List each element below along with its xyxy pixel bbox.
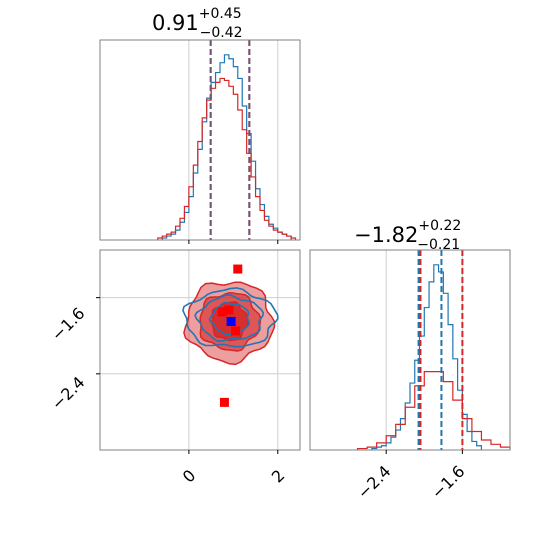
- x-tick-label-2: 2: [268, 466, 289, 487]
- marginal-2-panel: −1.82+0.22 −0.21 −2.4 −1.6: [309, 218, 511, 503]
- marginal-2-title: −1.82+0.22 −0.21: [354, 218, 461, 253]
- marginal-2-plus: +0.22: [418, 218, 461, 234]
- y-tick-label-neg1.6: −1.6: [48, 304, 89, 345]
- marginal-1-panel: 0.91+0.45 −0.42: [99, 6, 301, 244]
- marginal-1-median: 0.91: [152, 11, 199, 35]
- marginal-2-minus: −0.21: [417, 237, 460, 253]
- marginal-1-histograms: [157, 54, 297, 240]
- marginal-2-histograms: [357, 264, 511, 450]
- joint-panel: 0 2 −1.6 −2.4: [48, 249, 301, 487]
- marginal-2-grid: [385, 250, 463, 450]
- y-tick-label-neg2.4: −2.4: [48, 373, 89, 414]
- marginal-1-title: 0.91+0.45 −0.42: [152, 6, 243, 41]
- histogram-series-1: [157, 77, 297, 240]
- joint-grid: [100, 250, 300, 450]
- x2-tick-label-neg2.4: −2.4: [354, 462, 395, 503]
- marginal-2-median: −1.82: [354, 223, 418, 247]
- joint-point-5: [226, 316, 236, 326]
- contour-1-level-0: [182, 287, 279, 348]
- marginal-1-ticks: [188, 240, 279, 244]
- joint-point-1: [219, 397, 229, 407]
- x2-tick-label-neg1.6: −1.6: [428, 462, 469, 503]
- joint-point-3: [217, 307, 227, 317]
- histogram-series-0: [161, 54, 292, 240]
- joint-point-4: [231, 326, 241, 336]
- contour-1-level-1: [194, 294, 265, 342]
- histogram-series-0: [371, 264, 483, 450]
- marginal-1-plus: +0.45: [199, 6, 242, 22]
- marginal-2-ticks: [385, 450, 463, 454]
- joint-point-2: [224, 305, 234, 315]
- joint-ticks: [96, 297, 279, 454]
- histogram-series-1: [357, 371, 511, 450]
- marginal-1-frame: [99, 39, 301, 241]
- joint-points: [217, 264, 243, 407]
- marginal-2-frame: [309, 249, 511, 451]
- x-tick-label-0: 0: [179, 466, 200, 487]
- marginal-1-quantile-lines: [209, 40, 251, 240]
- marginal-1-minus: −0.42: [200, 25, 243, 41]
- joint-frame: [99, 249, 301, 451]
- marginal-2-quantile-lines: [417, 250, 464, 450]
- joint-point-0: [233, 264, 243, 274]
